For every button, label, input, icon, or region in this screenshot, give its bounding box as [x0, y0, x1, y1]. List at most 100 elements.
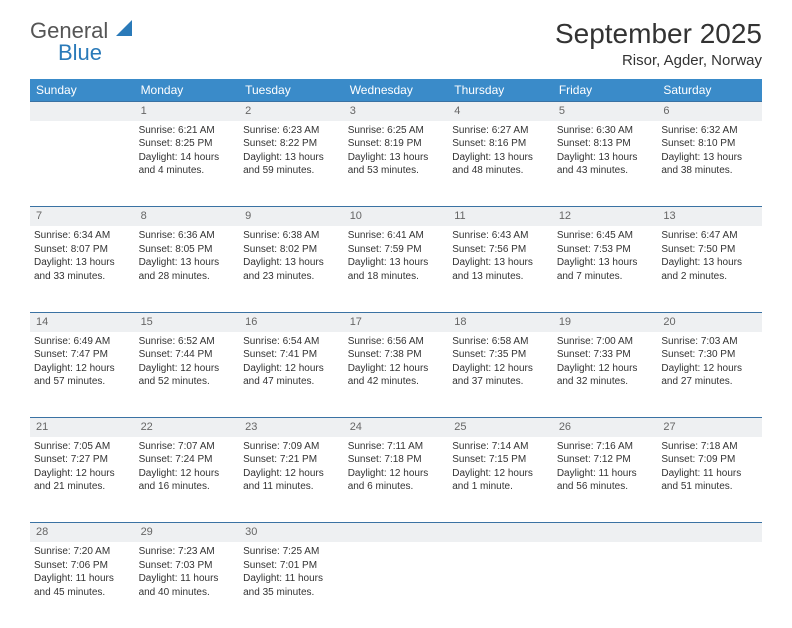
day-info-line: and 59 minutes. — [243, 164, 340, 178]
weekday-header: Thursday — [448, 79, 553, 102]
day-content-cell: Sunrise: 6:54 AMSunset: 7:41 PMDaylight:… — [239, 332, 344, 418]
day-number-cell: 26 — [553, 418, 658, 437]
day-content-cell: Sunrise: 6:23 AMSunset: 8:22 PMDaylight:… — [239, 121, 344, 207]
day-info-line: Daylight: 13 hours — [661, 151, 758, 165]
day-number-cell: 22 — [135, 418, 240, 437]
day-number-cell: 21 — [30, 418, 135, 437]
day-content-cell: Sunrise: 7:18 AMSunset: 7:09 PMDaylight:… — [657, 437, 762, 523]
day-number-cell: 8 — [135, 207, 240, 226]
day-info-line: and 56 minutes. — [557, 480, 654, 494]
day-info-line: Sunset: 7:56 PM — [452, 243, 549, 257]
day-info-line: Sunrise: 6:49 AM — [34, 335, 131, 349]
day-info-line: Daylight: 13 hours — [348, 151, 445, 165]
day-number-row: 123456 — [30, 102, 762, 121]
day-info-line: Daylight: 12 hours — [139, 467, 236, 481]
day-info-line: Sunset: 8:02 PM — [243, 243, 340, 257]
day-content-cell: Sunrise: 6:45 AMSunset: 7:53 PMDaylight:… — [553, 226, 658, 312]
day-info-line: Sunrise: 6:43 AM — [452, 229, 549, 243]
day-content-cell: Sunrise: 6:56 AMSunset: 7:38 PMDaylight:… — [344, 332, 449, 418]
day-info-line: Daylight: 12 hours — [243, 467, 340, 481]
day-number-cell: 9 — [239, 207, 344, 226]
day-info-line: Sunrise: 6:54 AM — [243, 335, 340, 349]
day-info-line: and 16 minutes. — [139, 480, 236, 494]
day-info-line: and 28 minutes. — [139, 270, 236, 284]
day-content-cell: Sunrise: 7:05 AMSunset: 7:27 PMDaylight:… — [30, 437, 135, 523]
day-info-line: and 1 minute. — [452, 480, 549, 494]
day-info-line: and 52 minutes. — [139, 375, 236, 389]
logo-text-wrap: General Blue — [30, 18, 136, 66]
day-info-line: and 53 minutes. — [348, 164, 445, 178]
day-info-line: Sunrise: 6:30 AM — [557, 124, 654, 138]
day-info-line: and 57 minutes. — [34, 375, 131, 389]
day-info-line: Sunrise: 7:09 AM — [243, 440, 340, 454]
day-info-line: Sunset: 7:47 PM — [34, 348, 131, 362]
day-number-row: 282930 — [30, 523, 762, 542]
day-number-cell: 17 — [344, 312, 449, 331]
day-number-cell: 23 — [239, 418, 344, 437]
day-info-line: and 32 minutes. — [557, 375, 654, 389]
day-number-cell: 1 — [135, 102, 240, 121]
day-info-line: Daylight: 12 hours — [557, 362, 654, 376]
day-info-line: Sunset: 7:30 PM — [661, 348, 758, 362]
day-info-line: Sunset: 7:01 PM — [243, 559, 340, 573]
day-content-row: Sunrise: 7:05 AMSunset: 7:27 PMDaylight:… — [30, 437, 762, 523]
day-info-line: and 18 minutes. — [348, 270, 445, 284]
day-content-cell: Sunrise: 7:16 AMSunset: 7:12 PMDaylight:… — [553, 437, 658, 523]
day-info-line: Sunrise: 6:36 AM — [139, 229, 236, 243]
day-info-line: and 51 minutes. — [661, 480, 758, 494]
weekday-header: Tuesday — [239, 79, 344, 102]
day-info-line: Sunset: 7:44 PM — [139, 348, 236, 362]
day-info-line: Sunset: 7:09 PM — [661, 453, 758, 467]
day-info-line: and 13 minutes. — [452, 270, 549, 284]
header: General Blue September 2025 Risor, Agder… — [30, 18, 762, 69]
day-info-line: Sunrise: 7:11 AM — [348, 440, 445, 454]
day-info-line: Daylight: 11 hours — [243, 572, 340, 586]
day-info-line: Sunrise: 7:23 AM — [139, 545, 236, 559]
day-number-cell: 30 — [239, 523, 344, 542]
day-info-line: Daylight: 13 hours — [452, 151, 549, 165]
day-info-line: and 2 minutes. — [661, 270, 758, 284]
day-content-cell: Sunrise: 6:21 AMSunset: 8:25 PMDaylight:… — [135, 121, 240, 207]
day-number-cell: 24 — [344, 418, 449, 437]
day-number-cell: 25 — [448, 418, 553, 437]
day-info-line: Sunset: 7:50 PM — [661, 243, 758, 257]
day-content-row: Sunrise: 6:34 AMSunset: 8:07 PMDaylight:… — [30, 226, 762, 312]
weekday-header: Saturday — [657, 79, 762, 102]
day-number-cell: 18 — [448, 312, 553, 331]
day-content-cell: Sunrise: 7:14 AMSunset: 7:15 PMDaylight:… — [448, 437, 553, 523]
weekday-row: SundayMondayTuesdayWednesdayThursdayFrid… — [30, 79, 762, 102]
day-number-cell — [657, 523, 762, 542]
day-content-cell — [344, 542, 449, 628]
day-info-line: Sunset: 7:21 PM — [243, 453, 340, 467]
day-info-line: and 6 minutes. — [348, 480, 445, 494]
day-number-cell: 4 — [448, 102, 553, 121]
day-info-line: Sunrise: 6:34 AM — [34, 229, 131, 243]
day-number-row: 21222324252627 — [30, 418, 762, 437]
day-content-row: Sunrise: 7:20 AMSunset: 7:06 PMDaylight:… — [30, 542, 762, 628]
day-number-cell: 14 — [30, 312, 135, 331]
day-content-cell: Sunrise: 6:34 AMSunset: 8:07 PMDaylight:… — [30, 226, 135, 312]
day-info-line: Daylight: 12 hours — [348, 362, 445, 376]
day-content-cell: Sunrise: 7:20 AMSunset: 7:06 PMDaylight:… — [30, 542, 135, 628]
day-content-cell: Sunrise: 6:27 AMSunset: 8:16 PMDaylight:… — [448, 121, 553, 207]
day-info-line: Daylight: 13 hours — [34, 256, 131, 270]
day-info-line: Daylight: 14 hours — [139, 151, 236, 165]
day-info-line: Daylight: 13 hours — [243, 151, 340, 165]
day-number-cell: 7 — [30, 207, 135, 226]
logo: General Blue — [30, 18, 136, 66]
calendar-table: SundayMondayTuesdayWednesdayThursdayFrid… — [30, 79, 762, 628]
day-info-line: Daylight: 13 hours — [557, 256, 654, 270]
day-info-line: Sunset: 8:25 PM — [139, 137, 236, 151]
day-info-line: Sunset: 8:16 PM — [452, 137, 549, 151]
day-number-cell: 6 — [657, 102, 762, 121]
day-info-line: Daylight: 12 hours — [34, 467, 131, 481]
day-info-line: and 7 minutes. — [557, 270, 654, 284]
day-info-line: Sunrise: 6:41 AM — [348, 229, 445, 243]
day-number-cell: 20 — [657, 312, 762, 331]
calendar-page: General Blue September 2025 Risor, Agder… — [0, 0, 792, 628]
day-content-cell: Sunrise: 7:25 AMSunset: 7:01 PMDaylight:… — [239, 542, 344, 628]
day-content-cell: Sunrise: 7:00 AMSunset: 7:33 PMDaylight:… — [553, 332, 658, 418]
day-number-row: 78910111213 — [30, 207, 762, 226]
day-content-row: Sunrise: 6:21 AMSunset: 8:25 PMDaylight:… — [30, 121, 762, 207]
day-content-cell: Sunrise: 6:38 AMSunset: 8:02 PMDaylight:… — [239, 226, 344, 312]
